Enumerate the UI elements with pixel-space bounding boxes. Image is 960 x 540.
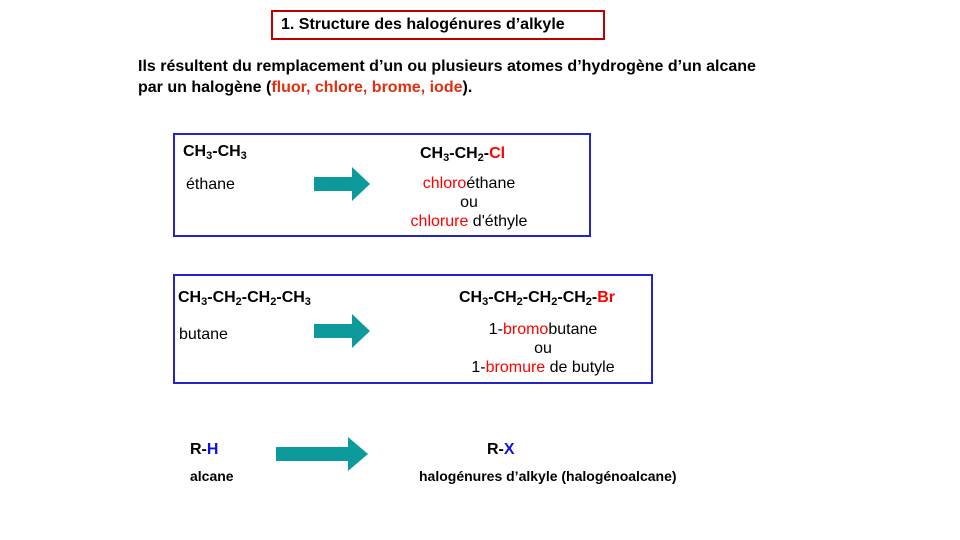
or-text: ou — [534, 340, 552, 357]
chloroethane-formula: CH3-CH2-Cl — [420, 145, 506, 164]
section-title-text: 1. Structure des halogénures d’alkyle — [281, 16, 565, 33]
intro-line-1: Ils résultent du remplacement d’un ou pl… — [138, 58, 756, 75]
section-title: 1. Structure des halogénures d’alkyle — [271, 10, 605, 40]
chloroethane-names: chloroéthane ou chlorure d'éthyle — [398, 174, 540, 231]
alkyl-halide-label: halogénures d’alkyle (halogénoalcane) — [419, 468, 677, 484]
bromobutane-formula: CH3-CH2-CH2-CH2-Br — [459, 289, 616, 308]
intro-halogens: fluor, chlore, brome, iode — [271, 79, 463, 96]
ethyl-chloride-name: chlorure d'éthyle — [410, 213, 528, 230]
right-block-arrow-icon — [314, 314, 370, 348]
butyl-bromide-name: 1-bromure de butyle — [471, 359, 615, 376]
intro-line-2: par un halogène (fluor, chlore, brome, i… — [138, 77, 756, 98]
alkane-label: alcane — [190, 468, 234, 484]
bromobutane-names: 1-bromobutane ou 1-bromure de butyle — [453, 320, 633, 377]
butane-formula: CH3-CH2-CH2-CH3 — [178, 289, 311, 308]
bromobutane-name: 1-bromobutane — [488, 321, 598, 338]
ethane-name: éthane — [186, 176, 235, 193]
right-block-arrow-icon — [314, 167, 370, 201]
general-product-formula: R-X — [487, 441, 515, 458]
intro-line-2-start: par un halogène ( — [138, 79, 272, 96]
or-text: ou — [460, 194, 478, 211]
intro-paragraph: Ils résultent du remplacement d’un ou pl… — [138, 56, 756, 98]
butane-name: butane — [179, 326, 228, 343]
ethane-formula: CH3-CH3 — [183, 143, 247, 162]
intro-line-2-end: ). — [462, 79, 473, 96]
example-butane-box — [173, 274, 653, 384]
chloroethane-name: chloroéthane — [422, 175, 516, 192]
example-ethane-box — [173, 133, 591, 237]
general-reactant-formula: R-H — [190, 441, 219, 458]
right-block-arrow-icon — [276, 437, 368, 471]
